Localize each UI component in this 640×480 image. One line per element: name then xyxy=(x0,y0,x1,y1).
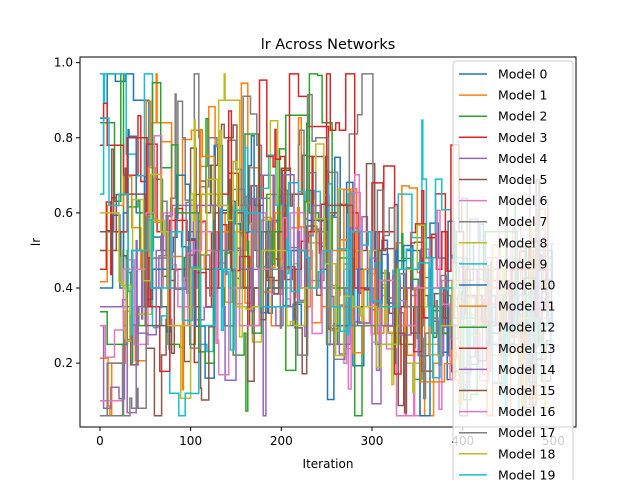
y-tick-label: 0.4 xyxy=(54,281,73,295)
legend-label: Model 9 xyxy=(498,256,548,271)
legend-label: Model 17 xyxy=(498,425,555,440)
y-tick-label: 1.0 xyxy=(54,56,73,70)
legend-label: Model 16 xyxy=(498,404,555,419)
legend-label: Model 13 xyxy=(498,341,555,356)
x-tick-label: 100 xyxy=(179,434,202,448)
x-tick-label: 200 xyxy=(270,434,293,448)
legend-label: Model 19 xyxy=(498,467,555,480)
x-tick-label: 300 xyxy=(361,434,384,448)
plot-frame xyxy=(79,56,577,428)
y-tick-label: 0.8 xyxy=(54,131,73,145)
y-tick-label: 0.6 xyxy=(54,206,73,220)
legend-label: Model 15 xyxy=(498,383,555,398)
legend-label: Model 2 xyxy=(498,109,547,124)
legend-label: Model 12 xyxy=(498,320,555,335)
x-tick-label: 0 xyxy=(96,434,104,448)
y-axis-label: lr xyxy=(29,238,43,246)
legend-label: Model 6 xyxy=(498,193,548,208)
legend-label: Model 8 xyxy=(498,235,548,250)
chart-title: lr Across Networks xyxy=(261,37,396,53)
legend-label: Model 14 xyxy=(498,362,555,377)
legend-label: Model 4 xyxy=(498,151,548,166)
legend: Model 0 Model 1 Model 2 Model 3 Model 4 Model… xyxy=(452,60,574,480)
legend-label: Model 5 xyxy=(498,172,547,187)
y-axis-ticks: 0.2 0.4 0.6 0.8 1.0 xyxy=(54,56,80,370)
legend-box xyxy=(452,60,574,480)
legend-label: Model 3 xyxy=(498,130,547,145)
legend-label: Model 10 xyxy=(498,278,555,293)
legend-label: Model 1 xyxy=(498,88,547,103)
legend-label: Model 11 xyxy=(498,299,555,314)
legend-label: Model 7 xyxy=(498,214,547,229)
legend-label: Model 0 xyxy=(498,67,548,82)
legend-label: Model 18 xyxy=(498,446,555,461)
y-tick-label: 0.2 xyxy=(54,356,73,370)
x-axis-label: Iteration xyxy=(303,457,354,471)
